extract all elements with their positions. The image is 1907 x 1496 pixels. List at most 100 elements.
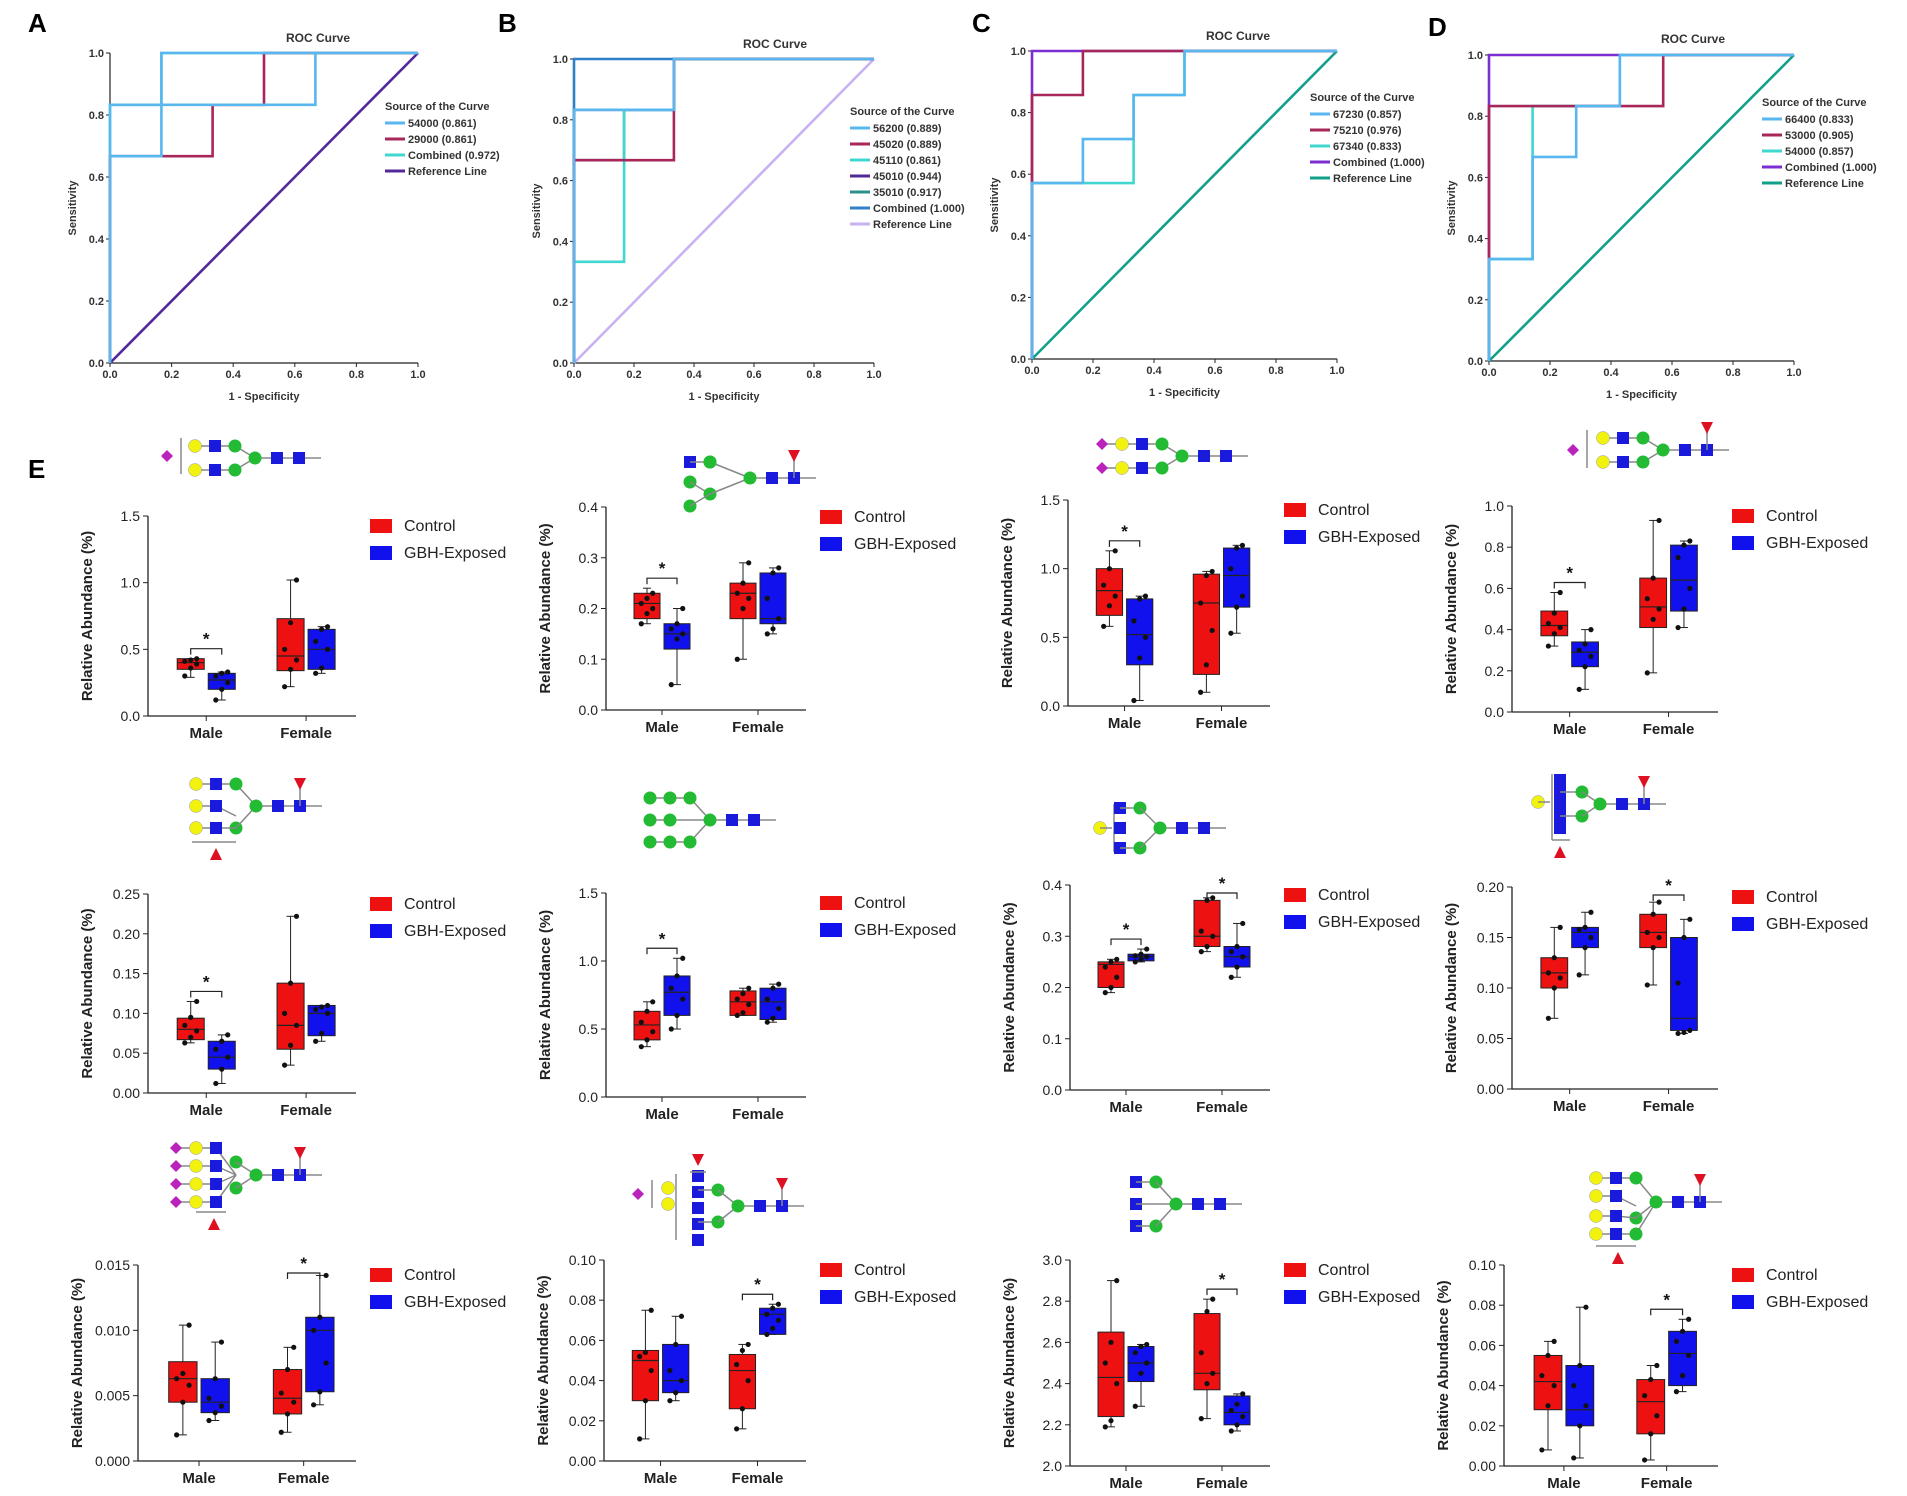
roc-series-line <box>1030 49 1337 359</box>
data-point <box>1650 911 1656 917</box>
data-point <box>188 665 194 671</box>
data-point <box>319 665 325 671</box>
x-tick-label: Male <box>1108 715 1141 732</box>
y-tick-label: 0.6 <box>89 172 104 184</box>
data-point <box>194 998 200 1005</box>
glcnac-square <box>1136 462 1148 474</box>
data-point <box>218 1403 225 1409</box>
data-point <box>1557 975 1563 981</box>
x-tick-label: 0.4 <box>686 369 702 381</box>
x-tick-label: 0.0 <box>102 369 117 381</box>
glcnac-square <box>692 1186 704 1198</box>
glcnac-square <box>272 1169 284 1181</box>
y-tick-label: 0.0 <box>1468 356 1483 368</box>
data-point <box>1114 1381 1120 1387</box>
roc-series-line <box>1487 53 1794 361</box>
data-point <box>1539 1447 1545 1453</box>
data-point <box>1545 643 1551 649</box>
data-point <box>746 985 752 991</box>
sia-diamond <box>1096 462 1108 474</box>
man-circle <box>643 835 657 849</box>
data-point <box>287 980 294 986</box>
data-point <box>637 1436 643 1442</box>
legend-label: GBH-Exposed <box>1318 914 1420 931</box>
legend-title: Source of the Curve <box>1762 97 1867 109</box>
boxplot-E9: 0.000 0.005 0.010 0.015 Relative Abundance (… <box>69 1141 506 1487</box>
x-tick-label: 0.2 <box>626 369 641 381</box>
x-tick-label: 0.4 <box>1603 367 1619 379</box>
legend-label: 75210 (0.976) <box>1333 125 1402 137</box>
y-tick-label: 0.2 <box>579 601 599 617</box>
data-point <box>1101 582 1107 588</box>
legend-swatch <box>1732 890 1754 904</box>
y-tick-label: 0.10 <box>113 1005 140 1021</box>
data-point <box>1571 1383 1577 1389</box>
roc-chart-C: ROC Curve 0.00.0 0.2 0.2 0.4 0.4 0.6 0.6 0.8 0.8 1… <box>989 29 1425 399</box>
data-point <box>313 1006 319 1013</box>
data-point <box>673 1341 679 1348</box>
data-point <box>1583 1304 1589 1310</box>
data-point <box>668 626 674 632</box>
sia-diamond <box>170 1142 182 1154</box>
man-circle <box>703 455 717 469</box>
data-point <box>1108 984 1114 991</box>
glcnac-square <box>210 822 222 834</box>
exposed-box <box>1223 547 1251 608</box>
data-point <box>1577 1362 1583 1369</box>
data-point <box>1210 1296 1216 1302</box>
y-tick-label: 0.4 <box>1043 877 1063 893</box>
data-point <box>746 1001 752 1008</box>
sia-diamond <box>632 1188 644 1200</box>
data-point <box>638 621 644 627</box>
panel-letter-E: E <box>28 454 45 484</box>
data-point <box>642 1349 649 1356</box>
glcnac-square <box>209 464 221 476</box>
data-point <box>1209 627 1215 634</box>
data-point <box>1112 548 1118 554</box>
x-tick-label: 0.6 <box>1664 367 1679 379</box>
gal-circle <box>189 821 203 835</box>
gal-circle <box>1115 437 1129 451</box>
legend-label: 45020 (0.889) <box>873 139 942 151</box>
boxplot-E11: 2.0 2.2 2.4 2.6 2.8 3.0 Relative Abundance (%)… <box>1001 1175 1420 1492</box>
data-point <box>1198 928 1204 934</box>
y-axis-label: Relative Abundance (%) <box>1435 1280 1452 1450</box>
legend-swatch <box>1284 1263 1306 1277</box>
x-tick-label: 0.4 <box>1146 365 1162 377</box>
data-point <box>1687 538 1693 544</box>
data-point <box>680 631 686 637</box>
legend-swatch <box>1284 915 1306 929</box>
data-point <box>644 610 650 617</box>
legend-label: Combined (1.000) <box>1333 157 1425 169</box>
significance-star: * <box>1665 876 1672 895</box>
data-point <box>1204 1381 1210 1387</box>
data-point <box>1656 899 1662 905</box>
data-point <box>1209 568 1215 575</box>
data-point <box>1204 943 1210 950</box>
gal-circle <box>1115 461 1129 475</box>
significance-star: * <box>203 630 210 649</box>
data-point <box>319 1004 325 1010</box>
data-point <box>1234 545 1240 551</box>
data-point <box>1675 624 1681 631</box>
control-box <box>631 1349 660 1402</box>
y-axis-label: Relative Abundance (%) <box>1443 903 1460 1073</box>
control-box <box>1097 961 1125 988</box>
data-point <box>1644 929 1650 936</box>
legend-label: GBH-Exposed <box>1766 1294 1868 1311</box>
legend-label: GBH-Exposed <box>854 922 956 939</box>
data-point <box>1228 1428 1234 1434</box>
data-point <box>1108 1418 1114 1424</box>
x-tick-label: Female <box>732 1106 784 1123</box>
control-box <box>276 618 305 672</box>
data-point <box>1240 1391 1246 1397</box>
data-point <box>1557 624 1563 631</box>
glycan-structure-icon <box>1567 422 1729 469</box>
data-point <box>764 1331 770 1337</box>
data-point <box>1648 1431 1654 1437</box>
data-point <box>746 560 752 566</box>
significance-bracket <box>286 1272 321 1279</box>
legend-swatch <box>1732 1295 1754 1309</box>
y-tick-label: 1.0 <box>1011 46 1026 58</box>
data-point <box>313 670 319 676</box>
